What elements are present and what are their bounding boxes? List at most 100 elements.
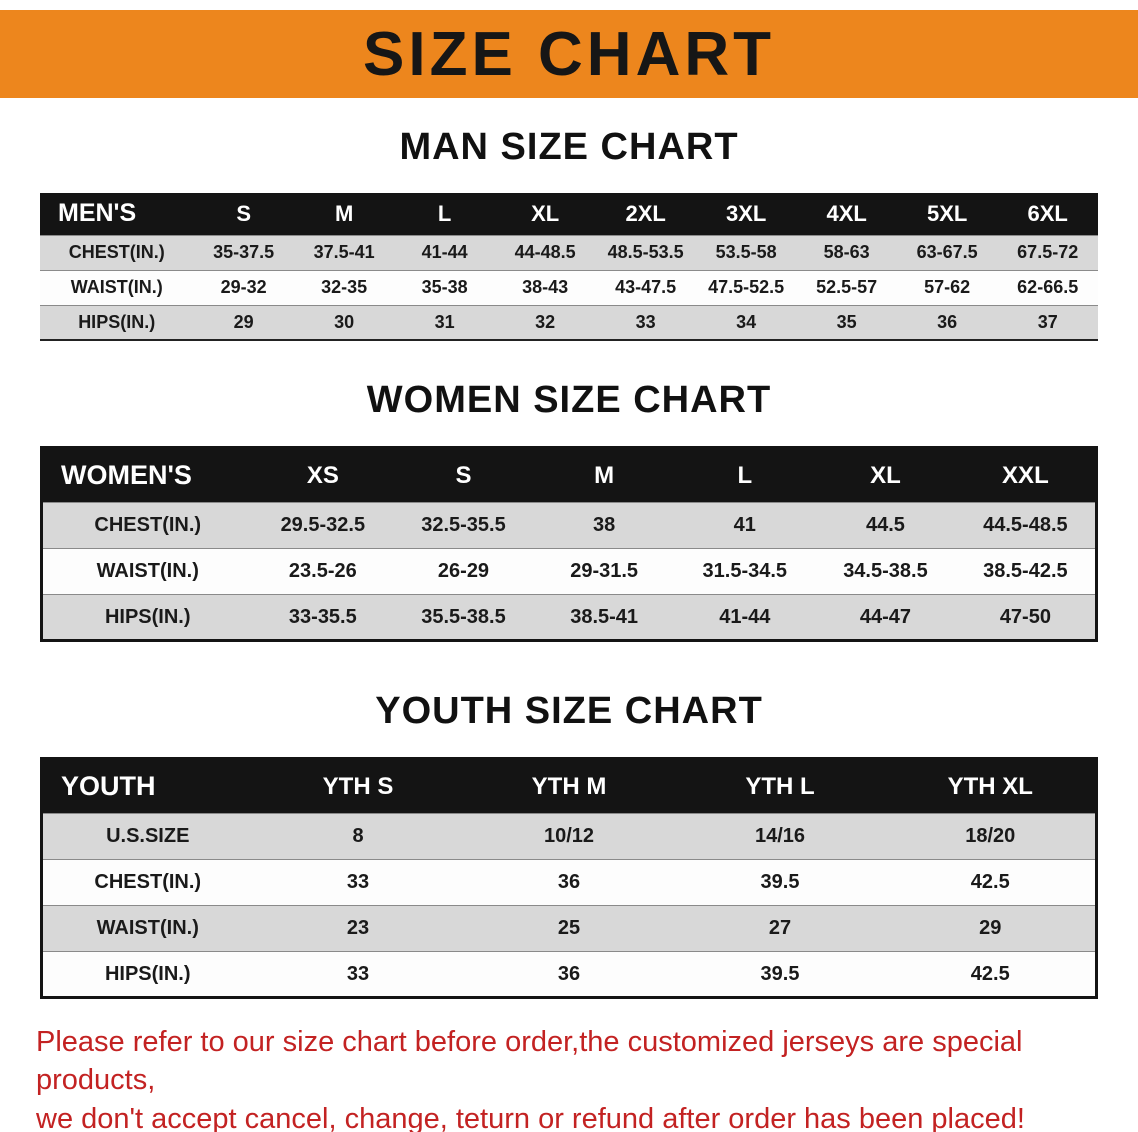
size-column-header: XXL (955, 447, 1097, 503)
size-value-cell: 23 (252, 905, 464, 952)
table-title-cell: MEN'S (40, 193, 194, 235)
size-value-cell: 47.5-52.5 (695, 269, 797, 305)
size-value-cell: 37 (997, 304, 1098, 340)
size-value-cell: 10/12 (463, 813, 675, 860)
size-column-header: L (394, 193, 495, 235)
size-value-cell: 53.5-58 (695, 234, 797, 270)
size-value-cell: 38.5-41 (533, 594, 675, 641)
men-size-table: MEN'S S M L XL 2XL 3XL 4XL 5XL 6XL CHEST(IN.) 35-37… (40, 193, 1098, 341)
women-size-section: WOMEN SIZE CHART WOMEN'S XS S M L XL XXL CHEST(… (0, 379, 1138, 642)
size-column-header: XL (815, 447, 956, 503)
women-size-table: WOMEN'S XS S M L XL XXL CHEST(IN.) 29.5-32.5 32.5… (40, 446, 1098, 642)
size-value-cell: 38-43 (494, 269, 596, 305)
size-value-cell: 34 (695, 304, 797, 340)
size-value-cell: 37.5-41 (293, 234, 395, 270)
size-value-cell: 29-32 (193, 269, 294, 305)
size-value-cell: 29 (885, 905, 1097, 952)
size-column-header: S (393, 447, 534, 503)
size-value-cell: 34.5-38.5 (815, 548, 956, 595)
size-value-cell: 32 (494, 304, 596, 340)
size-value-cell: 35.5-38.5 (393, 594, 534, 641)
size-value-cell: 33-35.5 (252, 594, 394, 641)
size-value-cell: 18/20 (885, 813, 1097, 860)
table-header-row: WOMEN'S XS S M L XL XXL (41, 447, 1097, 503)
size-value-cell: 62-66.5 (997, 269, 1098, 305)
row-label-cell: HIPS(IN.) (41, 594, 253, 641)
table-row: HIPS(IN.) 33 36 39.5 42.5 (41, 951, 1097, 998)
size-column-header: 5XL (896, 193, 998, 235)
size-value-cell: 47-50 (955, 594, 1097, 641)
size-value-cell: 39.5 (674, 859, 886, 906)
table-row: WAIST(IN.) 29-32 32-35 35-38 38-43 43-47.5 47.… (40, 269, 1098, 305)
size-value-cell: 41-44 (674, 594, 816, 641)
size-value-cell: 44.5-48.5 (955, 502, 1097, 549)
size-value-cell: 38.5-42.5 (955, 548, 1097, 595)
row-label-cell: HIPS(IN.) (40, 304, 194, 340)
size-value-cell: 30 (293, 304, 395, 340)
size-value-cell: 36 (463, 859, 675, 906)
size-value-cell: 42.5 (885, 859, 1097, 906)
size-value-cell: 43-47.5 (595, 269, 696, 305)
size-column-header: YTH S (252, 758, 464, 814)
size-column-header: YTH XL (885, 758, 1097, 814)
row-label-cell: CHEST(IN.) (41, 859, 253, 906)
table-row: HIPS(IN.) 33-35.5 35.5-38.5 38.5-41 41-44 44-… (41, 594, 1097, 641)
size-value-cell: 36 (463, 951, 675, 998)
size-value-cell: 33 (595, 304, 696, 340)
size-column-header: L (674, 447, 816, 503)
size-value-cell: 38 (533, 502, 675, 549)
size-value-cell: 48.5-53.5 (595, 234, 696, 270)
size-value-cell: 35-37.5 (193, 234, 294, 270)
size-value-cell: 29.5-32.5 (252, 502, 394, 549)
table-row: WAIST(IN.) 23 25 27 29 (41, 905, 1097, 952)
row-label-cell: WAIST(IN.) (41, 548, 253, 595)
row-label-cell: CHEST(IN.) (41, 502, 253, 549)
size-value-cell: 44.5 (815, 502, 956, 549)
size-value-cell: 63-67.5 (896, 234, 998, 270)
row-label-cell: WAIST(IN.) (40, 269, 194, 305)
youth-size-table: YOUTH YTH S YTH M YTH L YTH XL U.S.SIZE 8 10/12… (40, 757, 1098, 999)
banner: SIZE CHART (0, 10, 1138, 98)
row-label-cell: HIPS(IN.) (41, 951, 253, 998)
table-row: CHEST(IN.) 33 36 39.5 42.5 (41, 859, 1097, 906)
size-column-header: M (293, 193, 395, 235)
table-row: HIPS(IN.) 29 30 31 32 33 34 35 36 37 (40, 304, 1098, 340)
row-label-cell: CHEST(IN.) (40, 234, 194, 270)
footer-line-2: we don't accept cancel, change, teturn o… (36, 1102, 1025, 1132)
size-column-header: 3XL (695, 193, 797, 235)
size-value-cell: 67.5-72 (997, 234, 1098, 270)
banner-title: SIZE CHART (363, 19, 775, 89)
youth-section-heading: YOUTH SIZE CHART (375, 690, 763, 732)
size-value-cell: 32.5-35.5 (393, 502, 534, 549)
table-header-row: YOUTH YTH S YTH M YTH L YTH XL (41, 758, 1097, 814)
table-row: U.S.SIZE 8 10/12 14/16 18/20 (41, 813, 1097, 860)
size-value-cell: 33 (252, 951, 464, 998)
size-column-header: YTH M (463, 758, 675, 814)
size-value-cell: 39.5 (674, 951, 886, 998)
size-value-cell: 44-48.5 (494, 234, 596, 270)
size-value-cell: 23.5-26 (252, 548, 394, 595)
size-column-header: 6XL (997, 193, 1098, 235)
footer-line-1: Please refer to our size chart before or… (36, 1026, 1023, 1097)
row-label-cell: U.S.SIZE (41, 813, 253, 860)
footer-note: Please refer to our size chart before or… (0, 1023, 1138, 1132)
youth-size-section: YOUTH SIZE CHART YOUTH YTH S YTH M YTH L YTH… (0, 690, 1138, 999)
size-value-cell: 58-63 (796, 234, 897, 270)
size-value-cell: 8 (252, 813, 464, 860)
table-header-row: MEN'S S M L XL 2XL 3XL 4XL 5XL 6XL (40, 193, 1098, 235)
size-value-cell: 33 (252, 859, 464, 906)
table-title-cell: YOUTH (41, 758, 253, 814)
size-value-cell: 29-31.5 (533, 548, 675, 595)
men-size-section: MAN SIZE CHART MEN'S S M L XL 2XL 3XL 4XL 5XL 6XL… (0, 126, 1138, 341)
size-value-cell: 35 (796, 304, 897, 340)
size-value-cell: 26-29 (393, 548, 534, 595)
size-column-header: XS (252, 447, 394, 503)
size-value-cell: 41 (674, 502, 816, 549)
size-column-header: 2XL (595, 193, 696, 235)
size-value-cell: 36 (896, 304, 998, 340)
size-value-cell: 25 (463, 905, 675, 952)
size-value-cell: 44-47 (815, 594, 956, 641)
size-value-cell: 57-62 (896, 269, 998, 305)
size-value-cell: 52.5-57 (796, 269, 897, 305)
